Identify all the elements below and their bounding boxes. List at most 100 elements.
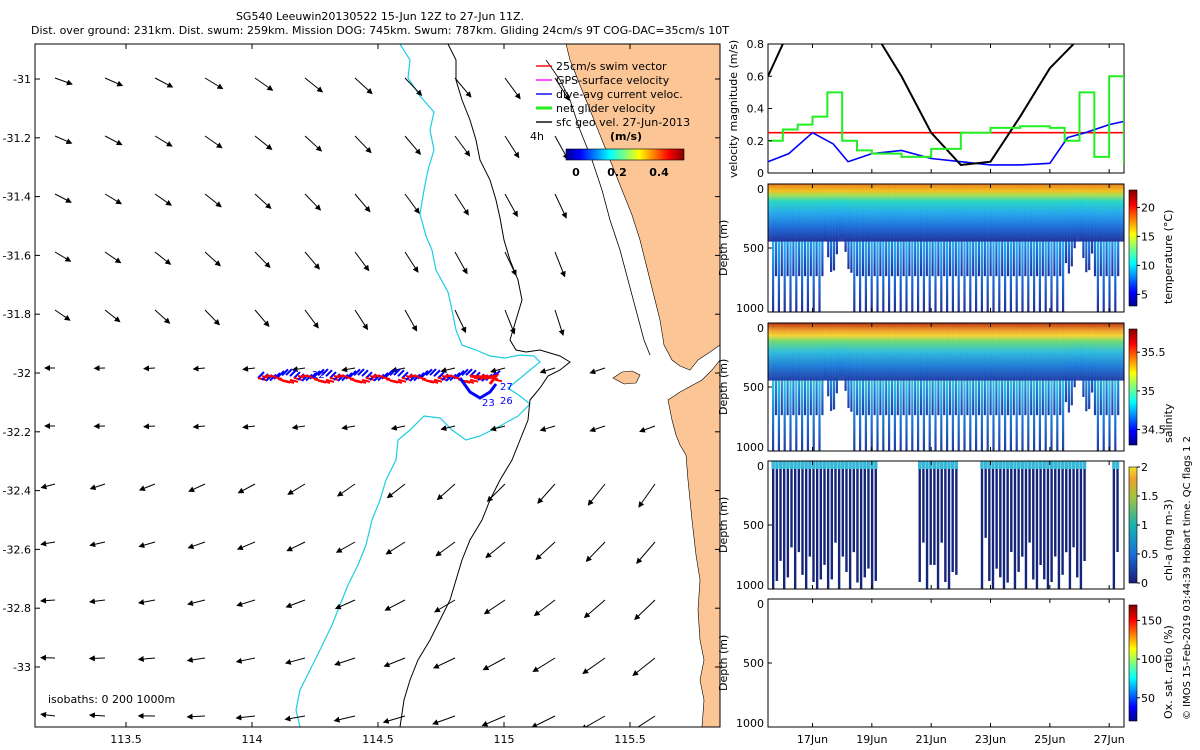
chl-profile xyxy=(852,463,855,553)
profile-stripe xyxy=(864,323,867,451)
isobath-200 xyxy=(295,44,541,727)
velocity-arrow xyxy=(88,712,106,719)
chl-surface-cap xyxy=(998,461,1003,469)
swim-vector xyxy=(397,378,407,383)
depth-axis-label: Depth (m) xyxy=(717,359,730,415)
map-x-tick-label: 114 xyxy=(242,733,263,746)
profile-stripe xyxy=(789,184,792,312)
chl-profile xyxy=(823,463,826,565)
velocity-arrow xyxy=(382,715,406,724)
map-y-tick-label: -31.6 xyxy=(3,249,31,262)
profile-stripe xyxy=(940,184,943,312)
velocity-arrow xyxy=(404,251,419,273)
dac-vector-loop xyxy=(458,377,498,400)
chl-profile xyxy=(845,463,848,572)
map-colorbar-tick: 0.2 xyxy=(607,166,627,179)
legend-label: GPS-surface velocity xyxy=(556,74,670,87)
chl-surface-cap xyxy=(925,461,929,469)
chl-profile xyxy=(1050,463,1053,583)
copyright-note: © IMOS 15-Feb-2019 03:44:39 Hobart time.… xyxy=(1182,436,1193,720)
velocity-arrow xyxy=(554,193,567,219)
velocity-arrow xyxy=(454,251,468,275)
swim-vector xyxy=(321,379,331,384)
swim-vector xyxy=(361,378,371,383)
chl-surface-cap xyxy=(1071,461,1076,469)
chl-surface-cap xyxy=(778,461,783,469)
velocity-arrow xyxy=(284,657,306,665)
velocity-arrow xyxy=(537,483,556,504)
profile-stripe xyxy=(859,184,862,312)
velocity-arrow xyxy=(204,135,223,149)
chl-surface-cap xyxy=(1024,461,1028,469)
chl-surface-cap xyxy=(987,461,992,469)
velocity-panel: 0 0.2 0.4 0.6 0.8 velocity magnitude (m/s) xyxy=(727,38,1125,180)
dac-vector xyxy=(357,368,365,376)
chl-profile xyxy=(1054,463,1057,557)
dac-vector xyxy=(397,369,405,377)
velocity-arrow xyxy=(154,77,174,88)
track-day-label: 26 xyxy=(500,396,513,407)
section-colorbar xyxy=(1128,328,1138,446)
depth-tick-label: 0 xyxy=(757,322,764,335)
profile-stripe xyxy=(1038,184,1041,312)
profile-stripe xyxy=(882,184,885,312)
section-background xyxy=(768,599,1124,727)
velocity-arrow xyxy=(539,425,556,432)
profile-stripe xyxy=(1114,184,1117,312)
chl-profile xyxy=(944,463,947,583)
velocity-arrow xyxy=(304,251,320,270)
depth-tick-label: 0 xyxy=(757,183,764,196)
swim-vector xyxy=(381,376,391,381)
velocity-arrow xyxy=(532,657,556,673)
swim-vector xyxy=(289,378,299,383)
velocity-arrow xyxy=(454,309,467,334)
velocity-arrow xyxy=(304,193,322,211)
dac-vector xyxy=(421,370,429,378)
colorbar-tick-label: 2 xyxy=(1141,461,1148,474)
velocity-arrow xyxy=(335,541,356,553)
dac-vector xyxy=(257,371,265,379)
velocity-arrow xyxy=(434,599,456,613)
chl-profile xyxy=(786,463,790,578)
chl-surface-cap xyxy=(841,461,845,469)
profile-stripe xyxy=(1096,184,1099,312)
chl-profile xyxy=(1039,463,1042,565)
velocity-arrow xyxy=(354,251,370,272)
profile-stripe xyxy=(1033,323,1036,451)
velocity-arrow xyxy=(535,541,556,561)
velocity-arrow xyxy=(187,599,206,606)
velocity-y-tick-label: 0.6 xyxy=(747,70,765,83)
chl-profile xyxy=(1013,463,1017,589)
colorbar-tick-label: 20 xyxy=(1141,201,1155,214)
profile-stripe xyxy=(934,323,937,451)
profile-stripe xyxy=(888,323,891,451)
map-colorbar-tick: 0.4 xyxy=(649,166,669,179)
profile-stripe xyxy=(812,323,815,451)
chl-surface-cap xyxy=(786,461,790,469)
velocity-arrow xyxy=(589,425,606,433)
velocity-arrow xyxy=(204,77,224,90)
dac-vector xyxy=(449,373,457,382)
velocity-arrow xyxy=(404,135,422,155)
chl-surface-cap xyxy=(1079,461,1083,469)
depth-tick-label: 500 xyxy=(743,381,764,394)
chl-profile xyxy=(1035,463,1039,589)
chl-surface-cap xyxy=(811,461,816,469)
swim-vector xyxy=(285,379,295,384)
profile-stripe xyxy=(1114,323,1117,451)
chl-profile xyxy=(1006,463,1009,583)
chl-profile xyxy=(782,463,786,589)
swim-vector xyxy=(433,378,443,383)
dac-vector xyxy=(341,373,349,382)
velocity-y-tick-label: 0.8 xyxy=(747,38,765,51)
velocity-arrow xyxy=(436,483,456,501)
dac-vector xyxy=(465,368,473,376)
profile-stripe xyxy=(1009,323,1012,451)
profile-stripe xyxy=(1038,323,1041,451)
profile-stripe xyxy=(1044,323,1047,451)
velocity-arrow xyxy=(483,599,506,615)
time-tick-label: 23Jun xyxy=(975,733,1006,746)
profile-stripe xyxy=(777,323,780,451)
chl-surface-cap xyxy=(837,461,841,469)
profile-stripe xyxy=(963,184,966,312)
